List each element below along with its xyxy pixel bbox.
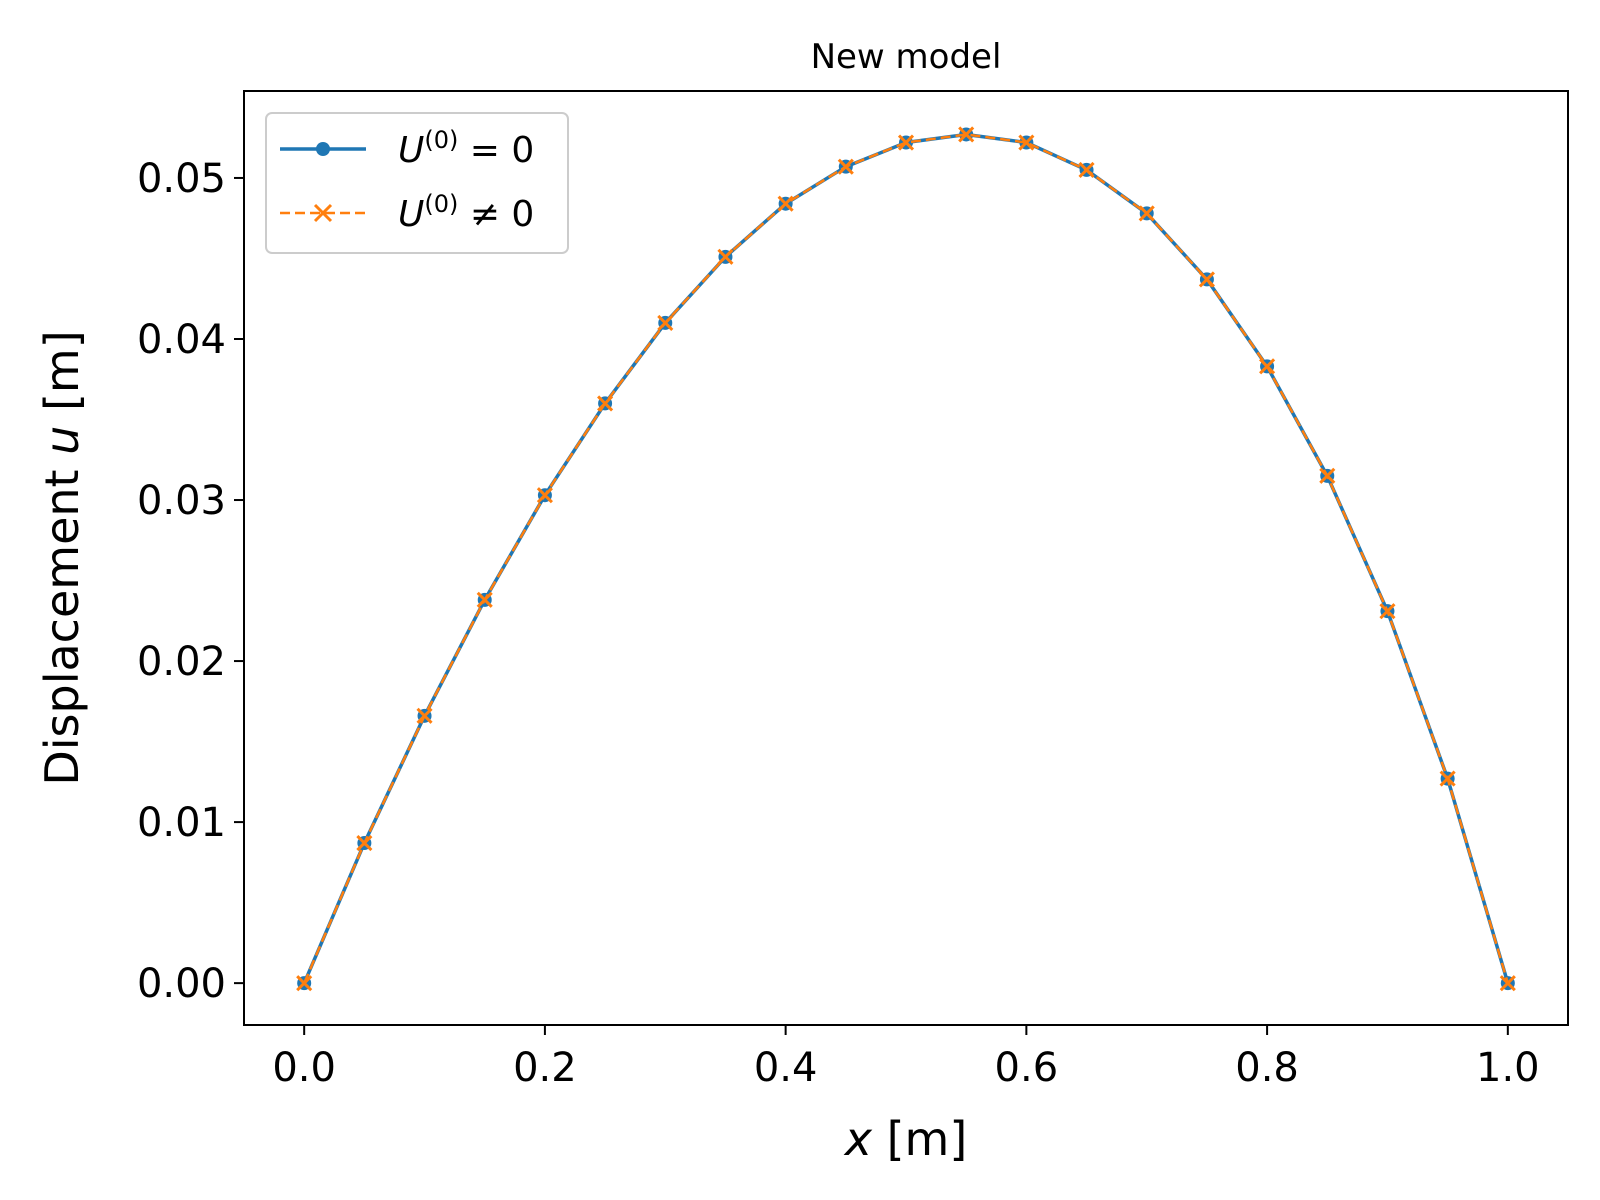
y-tick-label: 0.03 <box>137 478 226 524</box>
series-2-point <box>1499 975 1516 992</box>
series-2-point <box>958 126 975 143</box>
legend-label-series-1: U(0) = 0 <box>398 126 534 171</box>
x-tick-label: 0.0 <box>272 1045 336 1091</box>
series-2-point <box>837 158 854 175</box>
series-2-point <box>777 195 794 212</box>
legend-marker-series-1 <box>316 142 330 156</box>
y-tick-label: 0.01 <box>137 800 226 846</box>
y-tick-label: 0.00 <box>137 961 226 1007</box>
series-2-point <box>1379 603 1396 620</box>
y-axis-ticks: 0.00 0.01 0.02 0.03 0.04 0.05 <box>137 156 244 1007</box>
series-2 <box>296 126 1516 992</box>
series-2-point <box>597 395 614 412</box>
series-1 <box>297 127 1515 991</box>
series-2-point <box>296 975 313 992</box>
series-2-point <box>536 487 553 504</box>
y-tick-label: 0.04 <box>137 317 226 363</box>
series-2-point <box>416 707 433 724</box>
x-tick-label: 0.4 <box>754 1045 818 1091</box>
x-tick-label: 0.6 <box>995 1045 1059 1091</box>
x-axis-ticks: 0.0 0.2 0.4 0.6 0.8 1.0 <box>272 1025 1540 1091</box>
series-2-point <box>1259 358 1276 375</box>
chart-title: New model <box>811 37 1002 77</box>
legend-marker-series-2 <box>313 203 333 223</box>
series-2-point <box>1078 161 1095 178</box>
series-2-line <box>303 133 1510 984</box>
legend: U(0) = 0 U(0) ≠ 0 <box>265 112 569 254</box>
x-tick-label: 0.8 <box>1235 1045 1299 1091</box>
series-2-point <box>657 314 674 331</box>
series-layer <box>296 126 1516 992</box>
series-2-point <box>1439 770 1456 787</box>
series-2-point <box>1018 134 1035 151</box>
y-tick-label: 0.05 <box>137 156 226 202</box>
x-tick-label: 0.2 <box>513 1045 577 1091</box>
plot-area <box>243 90 1569 1026</box>
series-2-point <box>897 134 915 151</box>
series-2-point <box>1319 467 1336 484</box>
series-1-line <box>302 132 1510 984</box>
series-2-point <box>717 248 734 265</box>
legend-label-series-2: U(0) ≠ 0 <box>398 190 534 235</box>
series-2-point <box>476 591 493 608</box>
series-2-point <box>1198 271 1215 288</box>
y-tick-label: 0.02 <box>137 639 226 685</box>
series-2-point <box>1138 205 1155 222</box>
y-axis-label: Displacement u [m] <box>35 330 89 785</box>
x-tick-label: 1.0 <box>1476 1045 1540 1091</box>
series-2-point <box>356 834 373 852</box>
x-axis-label: x [m] <box>843 1112 968 1166</box>
